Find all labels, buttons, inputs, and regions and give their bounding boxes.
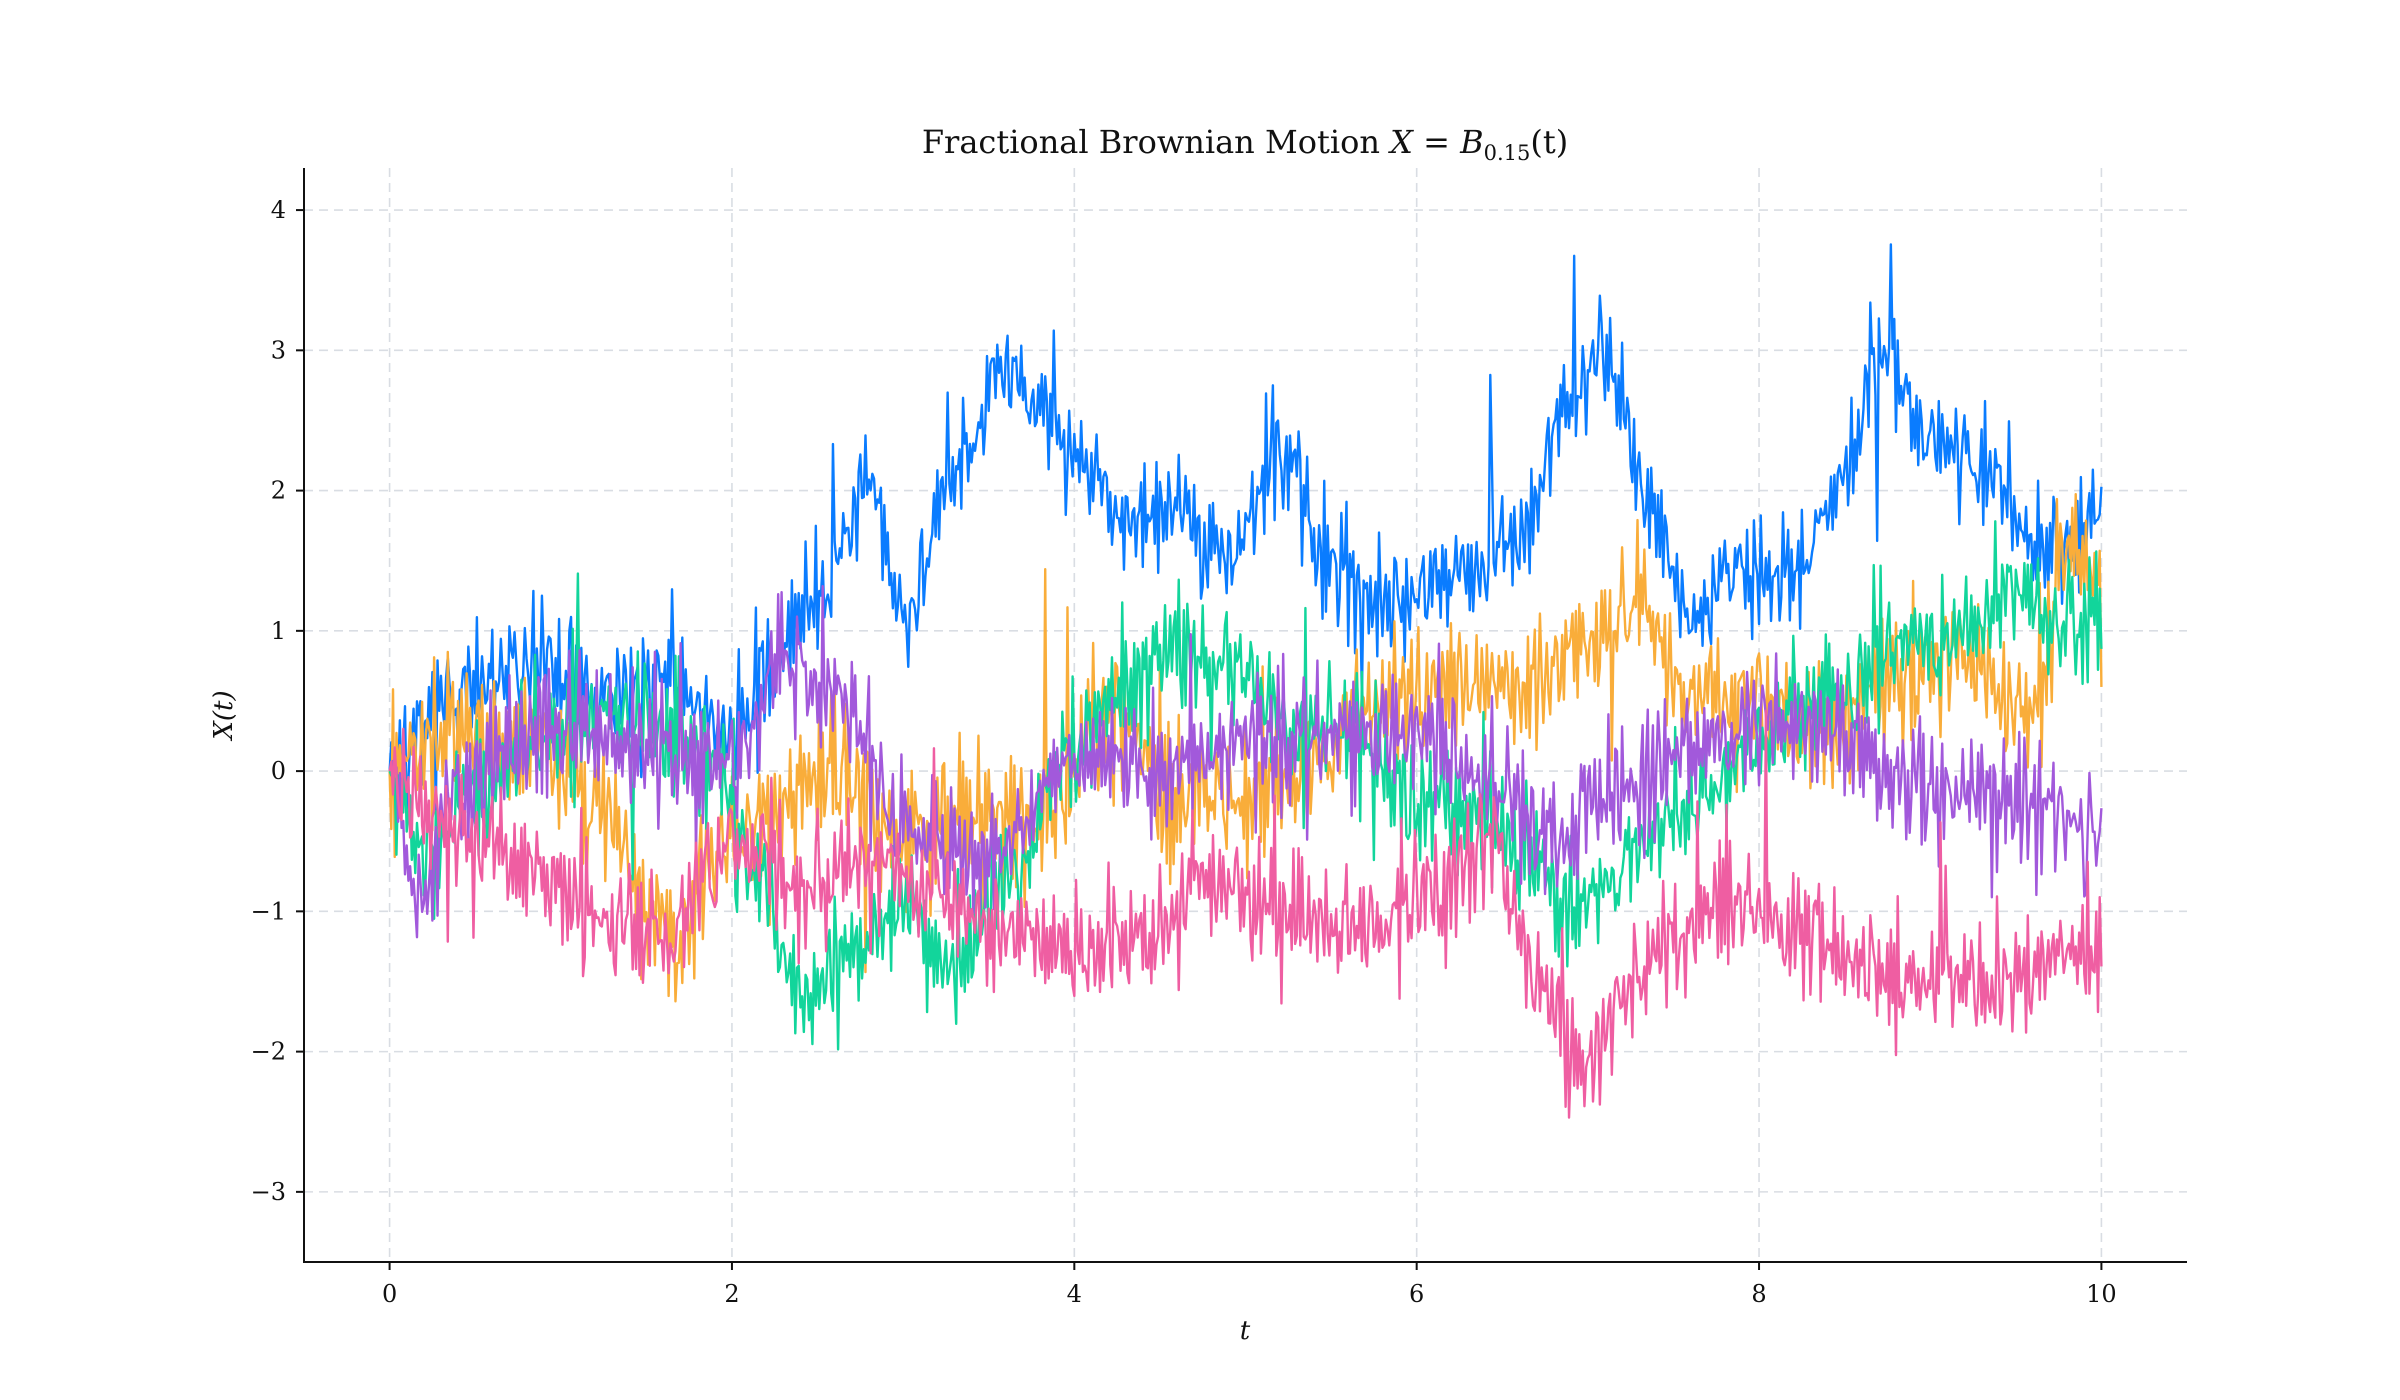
series-path-purple [388, 585, 2103, 939]
chart-title-main: Fractional Brownian Motion [922, 123, 1390, 161]
y-tick-label: −2 [251, 1038, 286, 1066]
chart-title-subscript: 0.15 [1484, 141, 1531, 165]
chart-title-math: X = B [1387, 123, 1483, 161]
chart-title-tail: (t) [1530, 123, 1568, 161]
series-layer [388, 243, 2103, 1119]
y-tick-label: 1 [271, 617, 286, 645]
y-tick-label: 3 [271, 336, 286, 364]
x-tick-label: 6 [1409, 1280, 1424, 1308]
y-tick-label: 0 [271, 757, 286, 785]
y-tick-label: 4 [271, 196, 286, 224]
y-axis-label: X(t) [209, 690, 239, 741]
x-tick-label: 4 [1067, 1280, 1082, 1308]
chart-title: Fractional Brownian Motion X = B0.15(t) [922, 123, 1568, 165]
ticks: 0 2 4 6 8 10 −3 −2 −1 0 1 2 3 4 [251, 196, 2117, 1308]
y-tick-label: −3 [251, 1178, 286, 1206]
x-tick-label: 8 [1751, 1280, 1766, 1308]
y-tick-label: −1 [251, 897, 286, 925]
x-tick-label: 10 [2086, 1280, 2117, 1308]
y-tick-label: 2 [271, 477, 286, 505]
x-tick-label: 2 [724, 1280, 739, 1308]
x-tick-label: 0 [382, 1280, 397, 1308]
x-axis-label: t [1240, 1316, 1251, 1346]
series-path-pink [388, 709, 2103, 1119]
